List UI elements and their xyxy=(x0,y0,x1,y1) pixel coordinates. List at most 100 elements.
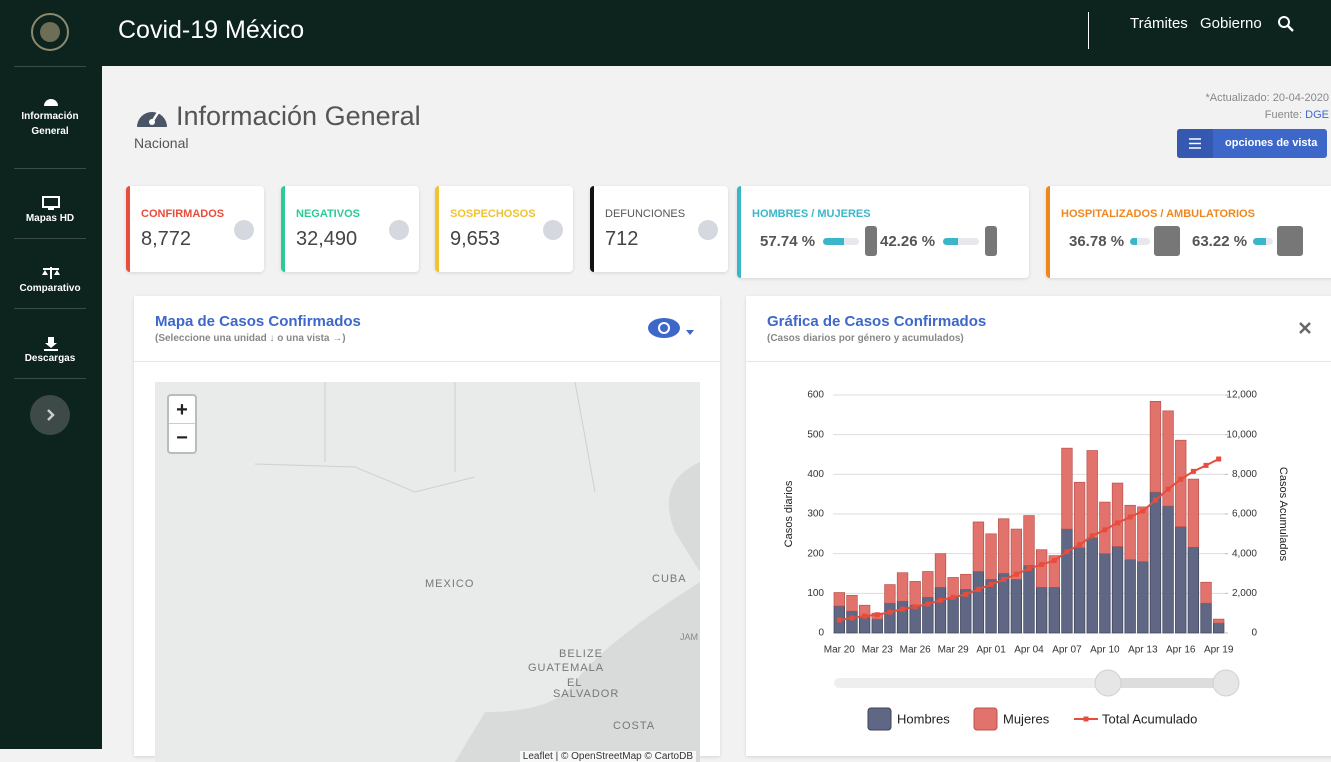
site-title[interactable]: Covid-19 México xyxy=(118,16,305,44)
bar xyxy=(998,518,1010,574)
line-marker xyxy=(1115,520,1121,526)
map-panel: Mapa de Casos Confirmados (Seleccione un… xyxy=(134,296,720,762)
menu-item[interactable]: Comparativo xyxy=(19,283,81,294)
bar xyxy=(1124,504,1136,560)
bar xyxy=(985,579,997,634)
ratio-label: HOSPITALIZADOS / AMBULATORIOS xyxy=(1061,208,1255,220)
line-marker xyxy=(900,606,906,612)
ratio-value: 36.78 % xyxy=(1069,233,1125,250)
line-marker xyxy=(1077,542,1083,548)
bar xyxy=(1175,526,1187,634)
map-label: SALVADOR xyxy=(553,688,620,700)
nav-link[interactable]: Trámites xyxy=(1130,15,1188,32)
line-marker xyxy=(925,601,931,607)
x-tick-label: Mar 26 xyxy=(900,645,932,656)
page-title: Información General xyxy=(176,101,421,131)
ratio-value: 57.74 % xyxy=(760,233,816,250)
button-label: opciones de vista xyxy=(1225,137,1318,149)
slider-handle xyxy=(1094,669,1122,697)
bar xyxy=(1137,561,1149,634)
separator xyxy=(14,238,86,239)
line-marker xyxy=(1140,508,1146,514)
menu-item[interactable]: Descargas xyxy=(24,353,76,364)
bar xyxy=(1111,546,1124,634)
ratio-fill xyxy=(1130,238,1138,245)
ratio-card: HOSPITALIZADOS / AMBULATORIOS 36.78 % 63.2… xyxy=(1046,186,1331,278)
bar xyxy=(1048,555,1060,588)
bar xyxy=(1137,506,1149,562)
line-marker xyxy=(937,597,943,603)
y2-tick-label: 10,000 xyxy=(1226,429,1257,440)
separator xyxy=(14,308,86,309)
y2-axis-title: Casos Acumulados xyxy=(1277,467,1289,562)
map-label: COSTA xyxy=(613,720,656,732)
line-marker xyxy=(1013,571,1019,577)
line-marker xyxy=(1178,476,1184,482)
line-marker xyxy=(912,604,918,610)
line-marker xyxy=(988,581,994,587)
menu-item[interactable]: Mapas HD xyxy=(25,213,75,224)
icon xyxy=(44,99,58,106)
slider-range xyxy=(1108,678,1226,688)
stat-card: CONFIRMADOS 8,772 xyxy=(126,186,264,272)
bar xyxy=(1061,447,1073,530)
y2-tick-label: 8,000 xyxy=(1232,469,1257,480)
nav-link[interactable]: Gobierno xyxy=(1200,15,1262,32)
y-tick-label: 400 xyxy=(807,469,824,480)
ratio-bar xyxy=(1253,238,1273,245)
legend-label: Total Acumulado xyxy=(1102,711,1197,726)
line-marker xyxy=(849,615,855,621)
zoom-out[interactable]: − xyxy=(176,427,188,449)
source-link[interactable]: DGE xyxy=(1305,109,1329,121)
ratio-bar xyxy=(1130,238,1150,245)
x-tick-label: Apr 19 xyxy=(1204,645,1234,656)
view-options-button[interactable]: opciones de vista xyxy=(1177,129,1327,158)
stat-label: SOSPECHOSOS xyxy=(450,208,536,220)
bar xyxy=(934,553,947,588)
stat-value: 32,490 xyxy=(296,228,358,250)
ratio-fill xyxy=(823,238,844,245)
button-icon xyxy=(1177,129,1213,158)
stat-card: SOSPECHOSOS 9,653 xyxy=(435,186,573,272)
search-icon[interactable] xyxy=(1277,15,1295,33)
y-tick-label: 300 xyxy=(807,509,824,520)
line-marker xyxy=(862,613,868,619)
line-marker xyxy=(887,609,893,615)
zoom-in[interactable]: + xyxy=(169,396,195,424)
bar xyxy=(922,571,934,598)
y-tick-label: 200 xyxy=(807,548,824,559)
ratio-bar xyxy=(823,238,859,245)
line-marker xyxy=(1051,558,1057,564)
legend-swatch xyxy=(973,707,998,731)
bar xyxy=(1023,515,1035,566)
bar xyxy=(1200,581,1212,604)
bar xyxy=(1035,587,1048,634)
y2-tick-label: 2,000 xyxy=(1232,588,1257,599)
close-button[interactable] xyxy=(1299,322,1311,334)
view-toggle[interactable] xyxy=(647,316,697,342)
x-tick-label: Mar 20 xyxy=(824,645,856,656)
zoom-control: + − xyxy=(167,394,197,454)
bar xyxy=(1035,549,1048,588)
menu-item[interactable]: Información General xyxy=(21,111,79,137)
ratio-icon xyxy=(985,226,997,256)
line-marker xyxy=(1203,462,1209,468)
panel-subtitle: (Seleccione una unidad ↓ o una vista →) xyxy=(155,333,346,344)
expand-button[interactable] xyxy=(30,395,70,435)
line-marker xyxy=(874,612,880,618)
bar xyxy=(846,610,858,634)
source: Fuente: DGE xyxy=(1265,109,1329,121)
panel-subtitle: (Casos diarios por género y acumulados) xyxy=(767,333,964,344)
bar xyxy=(833,592,845,607)
map[interactable]: MEXICO CUBA BELIZE GUATEMALA EL SALVADOR… xyxy=(155,382,700,762)
updated: *Actualizado: 20-04-2020 xyxy=(1205,92,1329,104)
map-label: CUBA xyxy=(652,573,687,585)
y-tick-label: 0 xyxy=(818,628,824,639)
stat-label: NEGATIVOS xyxy=(296,208,360,220)
bar xyxy=(1149,491,1162,634)
icon xyxy=(44,337,58,351)
sidebar: Información General Mapas HD Comparativo… xyxy=(0,0,102,749)
bar xyxy=(909,581,921,606)
line-marker xyxy=(950,594,956,600)
attribution: Leaflet | © OpenStreetMap © CartoDB xyxy=(519,751,696,762)
